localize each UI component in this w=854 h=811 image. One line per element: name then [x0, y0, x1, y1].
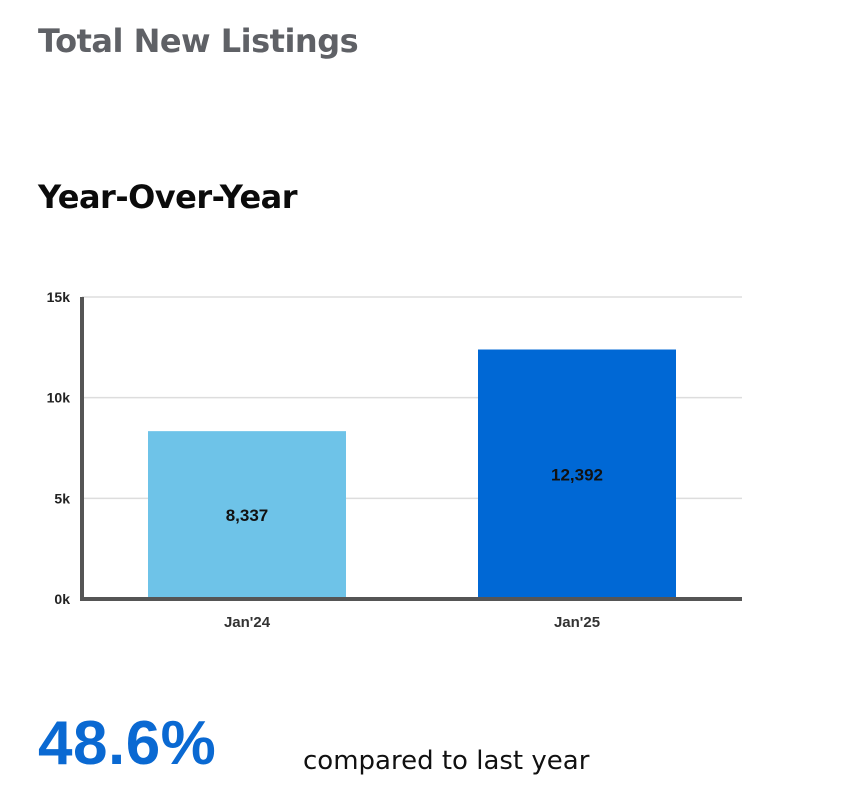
x-tick-label: Jan'24: [224, 614, 271, 631]
bar-value-label: 8,337: [226, 506, 269, 525]
percent-change-value: 48.6%: [38, 709, 217, 778]
bar: [148, 431, 346, 599]
axes: [80, 297, 742, 601]
y-tick-label: 10k: [47, 390, 71, 406]
bar: [478, 349, 676, 599]
y-tick-label: 0k: [54, 591, 70, 607]
y-tick-label: 15k: [47, 289, 71, 305]
y-tick-label: 5k: [54, 490, 70, 506]
bar-value-label: 12,392: [551, 465, 603, 484]
percent-change-caption: compared to last year: [303, 746, 590, 776]
bars: [148, 349, 676, 599]
yoy-summary: 48.6% compared to last year: [38, 708, 818, 798]
value-labels: 8,337 12,392: [226, 465, 603, 525]
x-tick-label: Jan'25: [554, 614, 600, 631]
tick-labels: 0k 5k 10k 15k Jan'24 Jan'25: [47, 289, 600, 631]
section-title: Year-Over-Year: [38, 178, 298, 216]
page-title: Total New Listings: [38, 22, 359, 60]
